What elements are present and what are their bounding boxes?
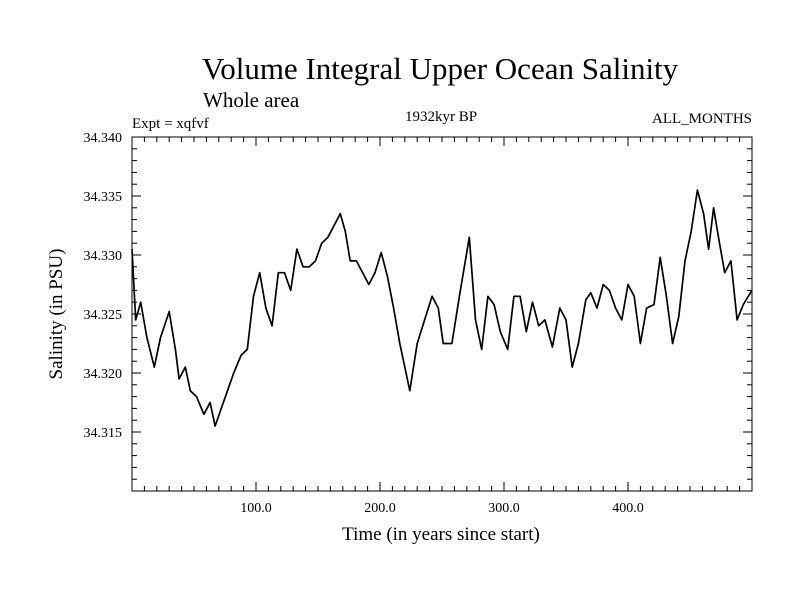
x-tick-label: 300.0 bbox=[488, 501, 520, 516]
y-axis-label: Salinity (in PSU) bbox=[46, 249, 67, 380]
plot-frame bbox=[131, 136, 753, 492]
salinity-series-line bbox=[131, 189, 753, 427]
expt-label: Expt = xqfvf bbox=[132, 116, 209, 132]
months-label: ALL_MONTHS bbox=[652, 111, 752, 127]
x-tick-label: 400.0 bbox=[612, 501, 644, 516]
y-tick-label: 34.315 bbox=[84, 426, 123, 441]
period-label: 1932kyr BP bbox=[405, 109, 477, 125]
x-axis-label: Time (in years since start) bbox=[342, 524, 540, 545]
x-tick-label: 100.0 bbox=[240, 501, 272, 516]
tick-labels: 100.0 200.0 300.0 400.0 34.315 34.320 34.325 34… bbox=[84, 131, 644, 516]
y-tick-label: 34.325 bbox=[84, 308, 123, 323]
y-tick-label: 34.320 bbox=[84, 367, 123, 382]
y-tick-label: 34.340 bbox=[84, 131, 123, 146]
y-tick-label: 34.330 bbox=[84, 249, 123, 264]
chart-subtitle: Whole area bbox=[203, 88, 300, 112]
axis-ticks bbox=[132, 137, 752, 491]
x-tick-label: 200.0 bbox=[364, 501, 396, 516]
chart-title: Volume Integral Upper Ocean Salinity bbox=[202, 51, 679, 86]
y-tick-label: 34.335 bbox=[84, 190, 123, 205]
